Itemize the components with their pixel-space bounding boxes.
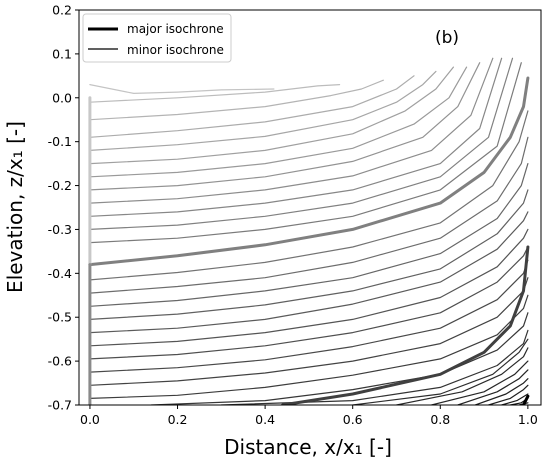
y-tick-label: -0.5: [48, 310, 72, 325]
series-line-isochrone-10: [89, 57, 503, 217]
y-tick-label: 0.2: [52, 3, 72, 18]
legend-major-label: major isochrone: [127, 22, 224, 36]
series-line-isochrone-36: [522, 394, 530, 405]
x-tick-label: 0.6: [343, 412, 363, 427]
y-tick-label: -0.2: [48, 178, 72, 193]
series-line-isochrone-8: [89, 62, 481, 191]
series-line-isochrone-21: [89, 259, 529, 373]
series-line-isochrone-11: [89, 57, 514, 230]
y-tick-label: -0.4: [48, 266, 72, 281]
series-line-isochrone-32: [487, 384, 529, 405]
series-line-isochrone-28: [395, 347, 529, 405]
series-line-isochrone-27: [352, 338, 529, 405]
series-line-isochrone-13: [88, 76, 530, 267]
x-tick-label: 0.4: [255, 412, 275, 427]
series-line-isochrone-33: [501, 393, 529, 405]
plot-frame: [78, 9, 542, 406]
legend: major isochrone minor isochrone: [82, 13, 232, 63]
series-line-isochrone-18: [89, 211, 529, 334]
series-line-isochrone-15: [89, 136, 529, 294]
legend-minor-label: minor isochrone: [127, 43, 224, 57]
series-line-isochrone-17: [89, 189, 529, 320]
series-line-isochrone-3: [89, 79, 384, 121]
series-line-isochrone-31: [474, 378, 529, 405]
series-line-isochrone-30: [457, 369, 529, 405]
x-tick-label: 0.0: [80, 412, 100, 427]
series-line-isochrone-14: [89, 110, 529, 281]
legend-box: [82, 13, 232, 63]
x-tick-label: 0.8: [430, 412, 450, 427]
series-line-isochrone-7: [89, 66, 468, 178]
series-line-isochrone-23: [89, 294, 529, 399]
series-line-isochrone-25: [220, 329, 529, 405]
y-tick-label: -0.1: [48, 134, 72, 149]
series-line-isochrone-26: [281, 245, 530, 405]
series-line-isochrone-19: [89, 228, 529, 347]
series-line-isochrone-1: [89, 84, 275, 94]
y-axis-ticks: -0.7 -0.6 -0.5 -0.4 -0.3 -0.2 -0.1 0.0 0.1 0.2: [48, 3, 79, 413]
x-axis-title: Distance, x/x₁ [-]: [224, 435, 392, 459]
y-tick-label: 0.0: [52, 90, 72, 105]
y-tick-label: -0.6: [48, 354, 72, 369]
x-axis-ticks: 0.0 0.2 0.4 0.6 0.8 1.0: [80, 405, 538, 427]
series-line-isochrone-4: [89, 75, 415, 138]
series-line-isochrone-20: [89, 246, 529, 360]
y-axis-title: Elevation, z/x₁ [-]: [3, 121, 27, 293]
series-line-isochrone-12: [89, 62, 522, 244]
series-line-isochrone-22: [89, 277, 529, 386]
series-line-isochrone-9: [89, 57, 494, 204]
x-tick-label: 0.2: [168, 412, 188, 427]
y-tick-label: -0.7: [48, 398, 72, 413]
series-line-isochrone-5: [89, 70, 437, 151]
series-line-isochrone-6: [89, 66, 454, 165]
y-tick-label: 0.1: [52, 46, 72, 61]
series-line-isochrone-2: [89, 84, 341, 103]
series-line-isochrone-16: [89, 163, 529, 307]
series-layer: [88, 57, 530, 405]
x-tick-label: 1.0: [518, 412, 538, 427]
series-line-isochrone-29: [430, 360, 529, 405]
y-tick-label: -0.3: [48, 222, 72, 237]
panel-label: (b): [435, 28, 459, 48]
